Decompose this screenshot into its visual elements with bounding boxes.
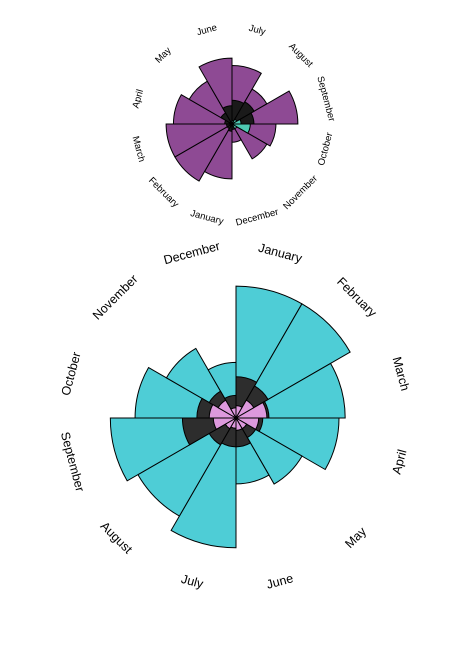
month-label-july: July bbox=[248, 23, 267, 38]
wedge-series0-may bbox=[234, 416, 303, 485]
polar-chart-small: July August September October NovemberDecemb… bbox=[130, 22, 337, 228]
wedge-series0-march bbox=[165, 123, 234, 158]
month-label-june: June bbox=[196, 22, 219, 38]
month-label-may: May bbox=[342, 524, 369, 551]
month-label-september: September bbox=[58, 430, 87, 493]
wedge-series0-july bbox=[170, 416, 237, 549]
month-label-april: April bbox=[131, 88, 147, 109]
wedge-series2-june bbox=[235, 416, 243, 431]
month-label-february: February bbox=[146, 175, 181, 210]
month-label-august: August bbox=[286, 41, 315, 70]
month-label-january: January bbox=[189, 208, 225, 227]
month-label-november: November bbox=[90, 272, 141, 323]
month-label-may: May bbox=[153, 45, 174, 66]
month-label-march: March bbox=[390, 355, 413, 392]
month-label-january: January bbox=[257, 241, 304, 266]
month-label-june: June bbox=[265, 571, 295, 592]
month-label-july: July bbox=[180, 572, 206, 591]
wedge-series0-february bbox=[234, 303, 351, 420]
wedge-series0-november bbox=[230, 122, 268, 160]
month-label-september: September bbox=[314, 75, 337, 123]
month-label-october: October bbox=[316, 131, 335, 166]
wedge-series1-august bbox=[230, 101, 255, 126]
month-label-november: November bbox=[281, 173, 320, 212]
wedge-series2-december bbox=[230, 407, 237, 420]
wedge-series2-march bbox=[234, 401, 268, 419]
month-label-april: April bbox=[390, 448, 410, 476]
month-label-february: February bbox=[334, 275, 380, 321]
month-label-august: August bbox=[98, 519, 136, 557]
month-label-october: October bbox=[59, 351, 84, 398]
month-label-december: December bbox=[162, 239, 221, 267]
wedge-series2-november bbox=[217, 399, 238, 420]
wedge-series1-june bbox=[222, 105, 233, 126]
wedge-series0-april bbox=[172, 94, 234, 125]
month-label-march: March bbox=[130, 135, 147, 163]
wedge-series2-june bbox=[230, 121, 233, 126]
wedge-series0-april bbox=[234, 417, 340, 471]
month-label-december: December bbox=[235, 207, 280, 229]
polar-chart-large: January February March April May June July Augu… bbox=[58, 239, 412, 592]
